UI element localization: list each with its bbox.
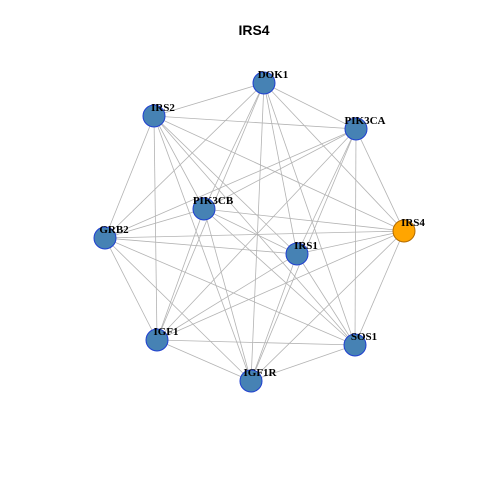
edge (153, 115, 205, 210)
node-label: PIK3CA (345, 115, 386, 127)
nodes: DOK1 IRS2 PIK3CA PIK3CB GRB2 IRS4 IRS1 IGF1 SOS1… (93, 69, 425, 393)
edge (104, 237, 158, 341)
edge (153, 115, 158, 341)
edge (203, 208, 298, 255)
edge (263, 82, 357, 130)
edge (296, 230, 405, 255)
node-label: SOS1 (351, 331, 377, 343)
edge (153, 115, 252, 382)
edge (153, 115, 356, 346)
edge (250, 82, 265, 382)
node-label: DOK1 (258, 69, 289, 81)
edge (156, 339, 252, 382)
edge (203, 208, 405, 232)
edge (153, 82, 265, 117)
node (343, 333, 367, 357)
edge (153, 115, 405, 232)
node-label: IRS1 (294, 240, 318, 252)
node-label: IRS4 (401, 217, 425, 229)
edge (354, 128, 357, 346)
edge (104, 115, 155, 239)
edge (203, 82, 265, 210)
edge (104, 82, 265, 239)
node-label: IGF1R (244, 367, 278, 379)
node (142, 104, 166, 128)
edge (104, 208, 205, 239)
edge (156, 230, 405, 341)
edge (153, 115, 298, 255)
edge (104, 237, 356, 346)
edge (203, 208, 252, 382)
edge (156, 208, 205, 341)
node (239, 369, 263, 393)
edge (296, 253, 356, 346)
node (285, 242, 309, 266)
edge (250, 344, 356, 382)
node (93, 226, 117, 250)
edge (203, 128, 357, 210)
edge (104, 128, 357, 239)
edge (250, 230, 405, 382)
edge (104, 237, 252, 382)
edge (263, 82, 356, 346)
node-label: IGF1 (153, 326, 178, 338)
node (392, 219, 416, 243)
node (192, 197, 216, 221)
edge (153, 115, 357, 130)
edge (104, 237, 298, 255)
edge (203, 208, 356, 346)
edge (355, 128, 405, 232)
node-label: GRB2 (99, 224, 129, 236)
node (145, 328, 169, 352)
edge (354, 230, 405, 346)
edge (104, 230, 405, 239)
edge (250, 253, 298, 382)
edges (104, 82, 405, 382)
node-label: IRS2 (151, 102, 175, 114)
edge (156, 253, 298, 341)
node (252, 71, 276, 95)
diagram-title: IRS4 (238, 22, 269, 38)
node (344, 117, 368, 141)
node-label: PIK3CB (193, 195, 234, 207)
edge (263, 82, 405, 232)
edge (156, 339, 356, 346)
